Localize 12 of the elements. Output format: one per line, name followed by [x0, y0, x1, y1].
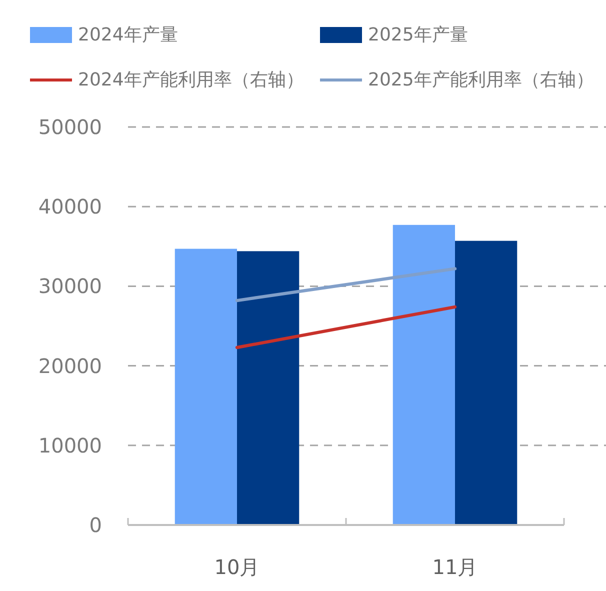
y-tick-label: 0: [89, 513, 102, 537]
x-tick-label: 10月: [214, 555, 260, 579]
y-tick-label: 30000: [38, 274, 102, 298]
y-tick-label: 10000: [38, 433, 102, 458]
legend-label: 2025年产量: [368, 24, 468, 46]
y-tick-label: 20000: [38, 354, 102, 378]
x-tick-label: 11月: [432, 555, 478, 579]
legend-label: 2024年产量: [78, 24, 178, 46]
legend-label: 2024年产能利用率（右轴）: [78, 70, 304, 90]
legend-label: 2025年产能利用率（右轴）: [368, 70, 594, 90]
y-tick-label: 40000: [38, 194, 102, 219]
y-tick-label: 50000: [38, 115, 102, 139]
